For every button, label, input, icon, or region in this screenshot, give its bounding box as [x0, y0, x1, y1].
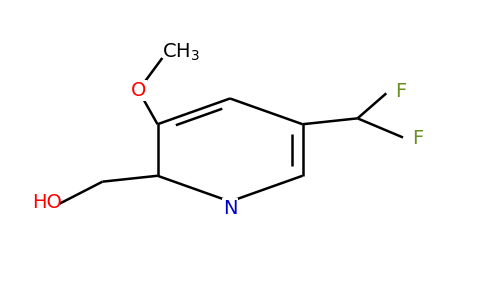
Text: F: F [412, 130, 423, 148]
Text: O: O [131, 81, 146, 100]
Text: HO: HO [32, 193, 62, 212]
Text: F: F [395, 82, 406, 101]
Text: N: N [223, 200, 237, 218]
Text: CH$_3$: CH$_3$ [163, 41, 200, 63]
